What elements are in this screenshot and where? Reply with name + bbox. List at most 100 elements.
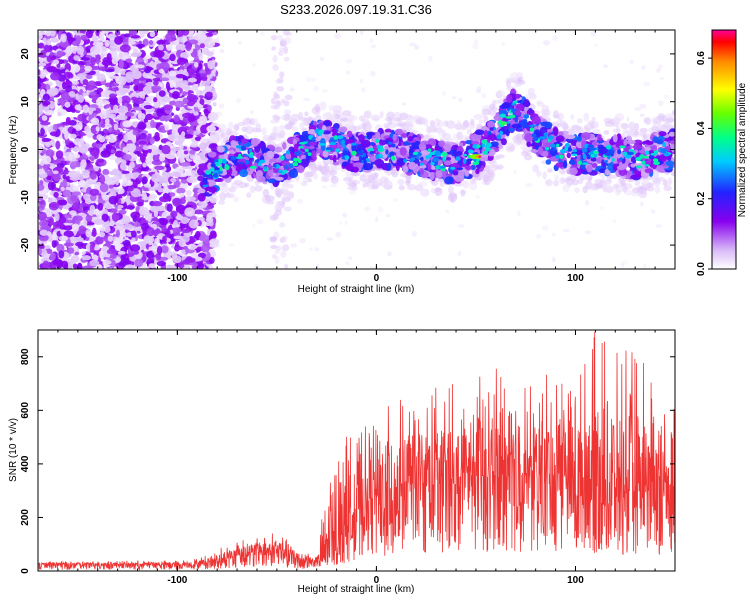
heatmap-cell — [50, 37, 60, 43]
heatmap-cell — [75, 241, 84, 247]
heatmap-cell — [98, 231, 106, 238]
heatmap-cell — [111, 56, 118, 65]
heatmap-cell — [393, 111, 402, 120]
heatmap-cell — [269, 236, 278, 243]
heatmap-cell — [387, 251, 392, 257]
heatmap-cell — [187, 128, 194, 135]
heatmap-cell — [446, 137, 454, 143]
heatmap-cell — [654, 185, 661, 194]
heatmap-cell — [639, 190, 647, 196]
heatmap-cell — [365, 110, 373, 119]
heatmap-cell — [401, 102, 406, 106]
heatmap-cell — [38, 62, 47, 67]
heatmap-cell — [540, 109, 547, 114]
heatmap-cell — [159, 40, 166, 45]
heatmap-cell — [158, 90, 166, 97]
heatmap-cell — [131, 237, 136, 242]
heatmap-cell — [290, 87, 295, 92]
heatmap-cell — [187, 243, 197, 250]
heatmap-cell — [629, 59, 635, 65]
heatmap-cell — [49, 252, 56, 261]
heatmap-cell — [122, 154, 132, 161]
heatmap-cell — [206, 125, 216, 133]
heatmap-cell — [171, 91, 180, 100]
heatmap-cell — [151, 148, 160, 156]
heatmap-cell — [185, 42, 192, 52]
heatmap-cell — [38, 211, 47, 222]
heatmap-cell — [39, 201, 45, 205]
heatmap-cell — [270, 104, 278, 110]
heatmap-cell — [475, 194, 480, 199]
heatmap-cell — [71, 80, 80, 85]
heatmap-cell — [86, 159, 91, 164]
heatmap-cell — [205, 91, 213, 97]
heatmap-cell — [427, 125, 438, 133]
heatmap-cell — [476, 90, 482, 94]
heatmap-cell — [89, 188, 100, 196]
heatmap-cell — [280, 250, 287, 258]
heatmap-cell — [397, 178, 405, 186]
heatmap-cell — [151, 85, 162, 92]
heatmap-cell — [586, 183, 596, 189]
heatmap-cell — [319, 101, 327, 111]
heatmap-cell — [340, 117, 349, 122]
heatmap-cell — [148, 263, 156, 269]
heatmap-cell — [283, 197, 291, 202]
heatmap-cell — [150, 119, 156, 129]
heatmap-cell — [187, 68, 196, 76]
heatmap-cell — [73, 153, 81, 159]
heatmap-cell — [165, 32, 176, 42]
heatmap-cell — [536, 170, 542, 177]
heatmap-cell — [93, 219, 105, 226]
heatmap-cell — [303, 117, 311, 127]
heatmap-cell — [193, 61, 199, 68]
heatmap-cell — [471, 176, 476, 183]
heatmap-cell — [576, 118, 583, 124]
heatmap-cell — [159, 195, 170, 203]
heatmap-cell — [453, 182, 463, 187]
heatmap-cell — [195, 89, 200, 96]
heatmap-cell — [190, 142, 199, 148]
heatmap-cell — [602, 183, 612, 191]
heatmap-cell — [357, 123, 364, 131]
heatmap-cell — [80, 57, 90, 61]
heatmap-cell — [238, 41, 242, 45]
heatmap-cell — [588, 185, 595, 191]
heatmap-cell — [74, 104, 82, 111]
heatmap-cell — [43, 245, 51, 249]
heatmap-cell — [38, 42, 45, 49]
heatmap-cell — [559, 177, 566, 185]
heatmap-cell — [640, 201, 644, 207]
heatmap-cell — [142, 162, 147, 168]
heatmap-cell — [153, 210, 159, 218]
heatmap-cell — [264, 195, 275, 202]
heatmap-cell — [562, 229, 570, 233]
heatmap-cell — [117, 133, 124, 140]
heatmap-cell — [74, 237, 84, 242]
heatmap-cell — [181, 30, 190, 36]
heatmap-cell — [49, 131, 59, 137]
heatmap-cell — [272, 114, 279, 119]
heatmap-cell — [136, 201, 144, 207]
heatmap-cell — [64, 101, 71, 108]
heatmap-cell — [370, 185, 379, 190]
heatmap-cell — [252, 63, 256, 67]
heatmap-cell — [108, 75, 118, 79]
heatmap-cell — [38, 108, 44, 116]
heatmap-cell — [128, 30, 138, 36]
heatmap-cell — [464, 169, 470, 177]
heatmap-cell — [149, 137, 155, 144]
heatmap-cell — [97, 66, 107, 71]
heatmap-cell — [197, 33, 208, 41]
heatmap-cell — [60, 33, 67, 43]
heatmap-cell — [130, 230, 137, 238]
heatmap-cell — [84, 65, 93, 72]
heatmap-cell — [38, 184, 45, 191]
heatmap-cell — [127, 186, 134, 192]
heatmap-cell — [606, 174, 612, 183]
heatmap-cell — [117, 96, 123, 105]
heatmap-cell — [296, 198, 304, 204]
heatmap-cell — [279, 71, 285, 78]
heatmap-cell — [68, 37, 76, 42]
heatmap-cell — [663, 94, 670, 100]
